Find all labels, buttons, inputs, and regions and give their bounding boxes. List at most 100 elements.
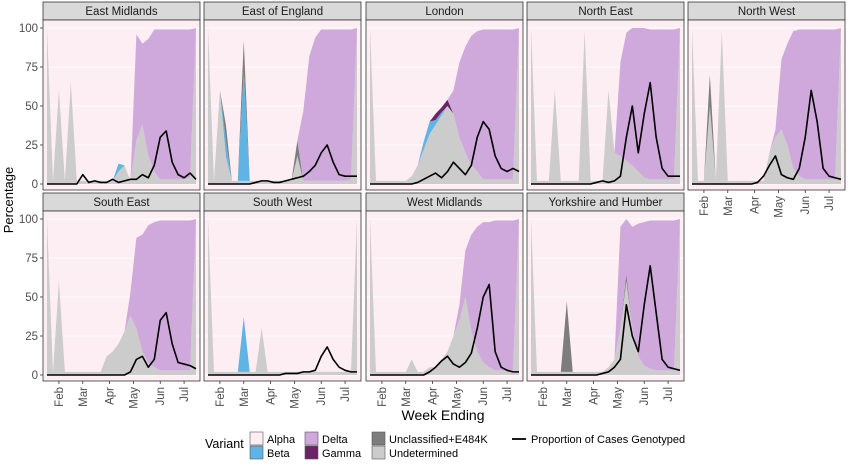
legend-label-undetermined: Undetermined [389,448,458,460]
legend-label-unclassified-e484k: Unclassified+E484K [389,434,488,446]
legend-label-alpha: Alpha [267,434,296,446]
genotyped-line [208,346,357,376]
panel-border [526,19,685,191]
x-tick-label: Mar [723,196,735,216]
x-tick-label: Mar [562,387,574,407]
x-tick-label: May [612,387,624,409]
x-tick-label: May [128,387,140,409]
genotyped-line [531,265,681,376]
unclassified-area [531,219,680,372]
x-tick-label: Jun [800,196,812,215]
x-tick-label: May [451,387,463,409]
y-tick-label: 25 [25,331,38,343]
facet-title: North West [738,6,796,18]
delta-area [531,28,680,181]
panel-border [365,19,524,191]
x-tick-label: Jun [478,387,490,406]
x-tick-label: Apr [589,387,601,405]
x-tick-label: Apr [266,387,278,405]
genotyped-line [208,144,357,185]
x-tick-label: Jun [155,387,167,406]
legend-label-gamma: Gamma [322,448,362,460]
y-tick-label: 50 [25,101,38,113]
panel-north-west: North West Feb Mar Apr May Jun Jul [687,1,846,218]
legend-key-beta [249,445,264,460]
panel-north-east: North East [526,1,685,191]
genotyped-line [47,130,197,185]
x-tick-label: Jun [316,387,328,406]
facet-title: London [425,6,463,18]
legend-key-gamma [304,445,319,460]
x-tick-label: Mar [239,387,251,407]
undetermined-area [47,219,196,375]
facet-title: East of England [242,6,323,18]
genotyped-line [692,89,842,185]
x-tick-label: Mar [401,387,413,407]
legend: Variant Alpha Beta Delta Gamma Unclassified+E… [205,431,685,460]
x-tick-label: Mar [78,387,90,407]
legend-key-undetermined [371,445,386,460]
facet-title: Yorkshire and Humber [549,197,663,209]
genotyped-line [370,120,520,185]
panel-border [203,19,362,191]
y-axis-label: Percentage [1,167,16,234]
facet-title: South West [253,197,313,209]
legend-label-proportion-of-cases-genotyped: Proportion of Cases Genotyped [531,434,685,446]
panel-border [42,210,201,382]
delta-area [531,219,680,372]
legend-label-beta: Beta [267,448,291,460]
facet-panels: East Midlands 0 25 50 75 100 East of England Lo… [19,1,846,409]
x-tick-label: Apr [105,387,117,405]
panel-border [42,19,201,191]
panel-south-west: South West Feb Mar Apr May Jun Jul [203,192,362,409]
genotyped-line [47,311,197,376]
x-tick-label: Apr [750,196,762,214]
panel-east-of-england: East of England [203,1,362,191]
y-tick-label: 50 [25,292,38,304]
x-tick-label: Jun [639,387,651,406]
facet-title: South East [93,197,150,209]
panel-border [365,210,524,382]
y-tick-label: 100 [19,23,38,35]
legend-key-delta [304,431,319,446]
panel-border [687,19,846,191]
x-tick-label: May [289,387,301,409]
facet-title: West Midlands [407,197,482,209]
x-tick-label: Apr [428,387,440,405]
legend-key-unclassified-e484k [371,431,386,446]
delta-area [370,219,519,372]
y-tick-label: 0 [32,370,38,382]
y-tick-label: 0 [32,179,38,191]
y-tick-label: 25 [25,140,38,152]
beta-area [208,219,357,372]
genotyped-line [531,81,680,185]
legend-title: Variant [205,437,244,451]
legend-label-delta: Delta [322,434,349,446]
panel-london: London [365,1,524,191]
facet-title: East Midlands [85,6,157,18]
x-tick-label: Jul [340,387,352,402]
x-tick-label: Feb [54,387,66,407]
y-tick-label: 75 [25,253,38,265]
undetermined-area [531,28,680,184]
delta-area [370,28,519,181]
undetermined-area [47,28,196,184]
x-tick-label: Feb [377,387,389,407]
x-tick-label: Jul [824,196,836,211]
undetermined-area [208,28,357,184]
panel-border [203,210,362,382]
delta-area [208,28,357,181]
beta-area [208,28,357,181]
panel-west-midlands: West Midlands Feb Mar Apr May Jun Jul [365,192,524,409]
gamma-area [370,28,519,181]
x-tick-label: Feb [215,387,227,407]
x-tick-label: Jul [502,387,514,402]
genotyped-line [370,283,519,376]
y-tick-label: 100 [19,214,38,226]
x-tick-label: Jul [179,387,191,402]
panel-east-midlands: East Midlands 0 25 50 75 100 [19,1,201,191]
panel-yorkshire-and-humber: Yorkshire and Humber Feb Mar Apr May Jun Jul [526,192,685,409]
panel-border [526,210,685,382]
alpha-area [204,211,361,381]
x-axis-label: Week Ending [401,407,484,423]
